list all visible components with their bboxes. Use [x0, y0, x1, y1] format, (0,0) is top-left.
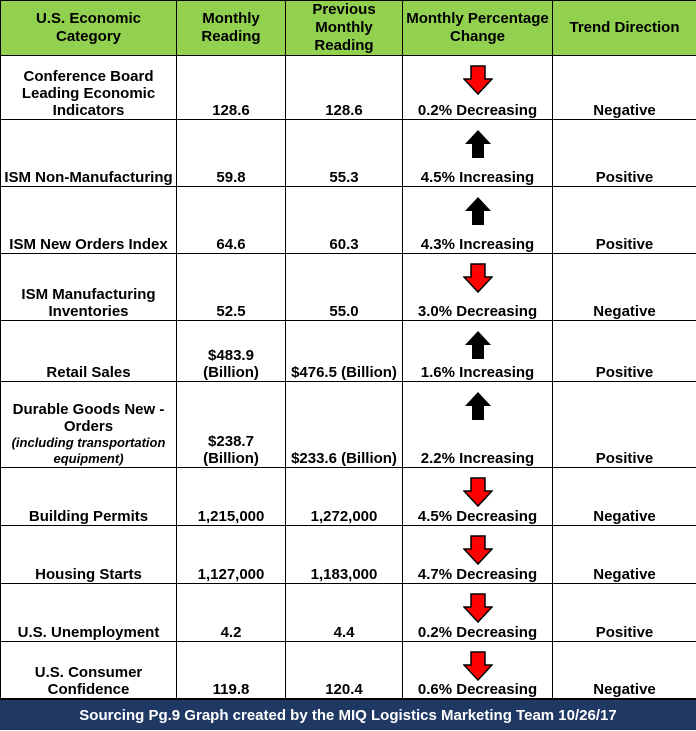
category-cell: Retail Sales — [1, 321, 177, 382]
category-note: (including transportation equipment) — [3, 435, 174, 467]
monthly-reading-cell: 59.8 — [177, 120, 286, 187]
category-label: ISM Non-Manufacturing — [3, 169, 174, 186]
percentage-change-label: 0.2% Decreasing — [405, 102, 550, 119]
previous-reading-cell: 128.6 — [286, 56, 403, 120]
arrow-down-icon — [463, 592, 493, 624]
category-label: ISM Manufacturing Inventories — [3, 286, 174, 320]
percentage-change-cell: 0.2% Decreasing — [403, 56, 553, 120]
trend-direction-cell: Positive — [553, 120, 696, 187]
previous-reading-cell: 1,272,000 — [286, 468, 403, 526]
category-cell: Building Permits — [1, 468, 177, 526]
header-trend-direction: Trend Direction — [553, 1, 696, 56]
trend-direction-cell: Negative — [553, 56, 696, 120]
category-label: U.S. Consumer Confidence — [3, 664, 174, 698]
percentage-change-cell: 2.2% Increasing — [403, 382, 553, 468]
previous-reading-cell: 4.4 — [286, 584, 403, 642]
trend-direction-cell: Negative — [553, 254, 696, 321]
trend-direction-cell: Negative — [553, 526, 696, 584]
arrow-up-icon — [463, 128, 493, 160]
previous-reading-cell: $233.6 (Billion) — [286, 382, 403, 468]
previous-reading-cell: 120.4 — [286, 642, 403, 699]
arrow-up-icon — [463, 329, 493, 361]
trend-direction-cell: Positive — [553, 584, 696, 642]
table-row: Retail Sales$483.9 (Billion)$476.5 (Bill… — [1, 321, 696, 382]
percentage-change-label: 2.2% Increasing — [405, 450, 550, 467]
arrow-up-icon — [463, 390, 493, 422]
economic-indicators-table: U.S. Economic Category Monthly Reading P… — [0, 0, 696, 699]
percentage-change-cell: 4.7% Decreasing — [403, 526, 553, 584]
percentage-change-cell: 3.0% Decreasing — [403, 254, 553, 321]
category-cell: U.S. Unemployment — [1, 584, 177, 642]
percentage-change-label: 4.3% Increasing — [405, 236, 550, 253]
previous-reading-cell: $476.5 (Billion) — [286, 321, 403, 382]
percentage-change-cell: 4.3% Increasing — [403, 187, 553, 254]
category-cell: Conference Board Leading Economic Indica… — [1, 56, 177, 120]
percentage-change-label: 3.0% Decreasing — [405, 303, 550, 320]
previous-reading-cell: 55.0 — [286, 254, 403, 321]
percentage-change-cell: 0.2% Decreasing — [403, 584, 553, 642]
percentage-change-label: 0.6% Decreasing — [405, 681, 550, 698]
header-monthly-reading: Monthly Reading — [177, 1, 286, 56]
percentage-change-label: 1.6% Increasing — [405, 364, 550, 381]
header-category: U.S. Economic Category — [1, 1, 177, 56]
percentage-change-cell: 1.6% Increasing — [403, 321, 553, 382]
monthly-reading-cell: 1,215,000 — [177, 468, 286, 526]
category-cell: Durable Goods New -Orders(including tran… — [1, 382, 177, 468]
previous-reading-cell: 55.3 — [286, 120, 403, 187]
header-previous-reading: Previous Monthly Reading — [286, 1, 403, 56]
percentage-change-label: 4.7% Decreasing — [405, 566, 550, 583]
monthly-reading-cell: $238.7 (Billion) — [177, 382, 286, 468]
footer-caption: Sourcing Pg.9 Graph created by the MIQ L… — [0, 699, 696, 730]
trend-direction-cell: Negative — [553, 468, 696, 526]
percentage-change-cell: 4.5% Increasing — [403, 120, 553, 187]
arrow-down-icon — [463, 262, 493, 294]
category-label: Building Permits — [3, 508, 174, 525]
percentage-change-cell: 4.5% Decreasing — [403, 468, 553, 526]
previous-reading-cell: 60.3 — [286, 187, 403, 254]
previous-reading-cell: 1,183,000 — [286, 526, 403, 584]
arrow-down-icon — [463, 476, 493, 508]
trend-direction-cell: Negative — [553, 642, 696, 699]
arrow-down-icon — [463, 650, 493, 682]
table-row: Conference Board Leading Economic Indica… — [1, 56, 696, 120]
category-label: Conference Board Leading Economic Indica… — [3, 68, 174, 119]
arrow-down-icon — [463, 534, 493, 566]
header-percentage-change: Monthly Percentage Change — [403, 1, 553, 56]
monthly-reading-cell: 128.6 — [177, 56, 286, 120]
percentage-change-label: 4.5% Increasing — [405, 169, 550, 186]
category-label: Housing Starts — [3, 566, 174, 583]
category-cell: ISM Non-Manufacturing — [1, 120, 177, 187]
category-cell: ISM Manufacturing Inventories — [1, 254, 177, 321]
category-label: Durable Goods New -Orders — [3, 401, 174, 435]
monthly-reading-cell: 1,127,000 — [177, 526, 286, 584]
trend-direction-cell: Positive — [553, 321, 696, 382]
category-label: Retail Sales — [3, 364, 174, 381]
monthly-reading-cell: 4.2 — [177, 584, 286, 642]
category-label: ISM New Orders Index — [3, 236, 174, 253]
table-row: Durable Goods New -Orders(including tran… — [1, 382, 696, 468]
percentage-change-label: 4.5% Decreasing — [405, 508, 550, 525]
category-cell: Housing Starts — [1, 526, 177, 584]
monthly-reading-cell: 119.8 — [177, 642, 286, 699]
arrow-up-icon — [463, 195, 493, 227]
category-label: U.S. Unemployment — [3, 624, 174, 641]
monthly-reading-cell: 64.6 — [177, 187, 286, 254]
arrow-down-icon — [463, 64, 493, 96]
header-row: U.S. Economic Category Monthly Reading P… — [1, 1, 696, 56]
category-cell: U.S. Consumer Confidence — [1, 642, 177, 699]
monthly-reading-cell: 52.5 — [177, 254, 286, 321]
trend-direction-cell: Positive — [553, 382, 696, 468]
percentage-change-cell: 0.6% Decreasing — [403, 642, 553, 699]
percentage-change-label: 0.2% Decreasing — [405, 624, 550, 641]
category-cell: ISM New Orders Index — [1, 187, 177, 254]
monthly-reading-cell: $483.9 (Billion) — [177, 321, 286, 382]
trend-direction-cell: Positive — [553, 187, 696, 254]
